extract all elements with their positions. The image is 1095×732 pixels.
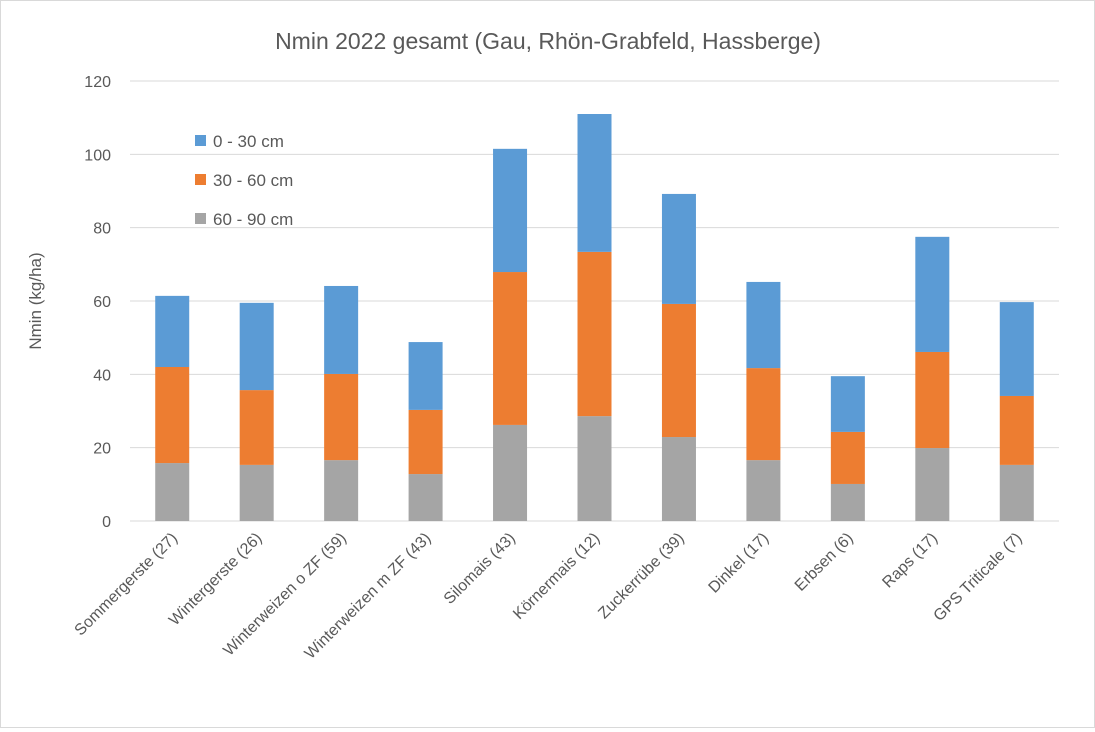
chart-title: Nmin 2022 gesamt (Gau, Rhön-Grabfeld, Ha…: [275, 28, 821, 54]
x-tick-label: Silomais (43): [441, 530, 519, 608]
bar-stack: [324, 285, 359, 521]
bar-segment-0-30cm: [324, 285, 359, 374]
bar-segment-30-60cm: [324, 373, 359, 461]
bar-segment-0-30cm: [155, 295, 190, 367]
bar-segment-30-60cm: [999, 395, 1034, 465]
bar-segment-60-90cm: [408, 474, 443, 521]
bar-segment-0-30cm: [830, 376, 865, 432]
bar-segment-60-90cm: [661, 437, 696, 521]
legend-label: 60 - 90 cm: [213, 210, 293, 229]
bar-segment-60-90cm: [155, 463, 190, 521]
x-tick-label: Wintergerste (26): [166, 530, 265, 629]
legend-swatch: [195, 135, 206, 146]
bar-stack: [915, 236, 950, 521]
legend-item: 60 - 90 cm: [195, 210, 293, 229]
bar-segment-30-60cm: [493, 272, 528, 425]
bar-stack: [661, 193, 696, 521]
bar-stack: [830, 376, 865, 521]
y-tick-label: 60: [93, 294, 111, 311]
bar-segment-60-90cm: [746, 460, 781, 521]
legend-item: 0 - 30 cm: [195, 132, 284, 151]
bar-segment-30-60cm: [746, 368, 781, 461]
bar-stack: [155, 295, 190, 521]
x-tick-label: Raps (17): [879, 530, 941, 592]
bar-segment-60-90cm: [493, 424, 528, 521]
y-tick-label: 0: [102, 514, 111, 531]
y-tick-label: 100: [84, 147, 111, 164]
x-tick-label: Zuckerrübe (39): [595, 530, 688, 623]
legend-swatch: [195, 174, 206, 185]
bar-segment-0-30cm: [746, 281, 781, 369]
bar-segment-60-90cm: [830, 483, 865, 521]
x-tick-label: Körnermais (12): [510, 530, 603, 623]
bar-segment-60-90cm: [999, 464, 1034, 521]
bar-stack: [408, 342, 443, 521]
bar-segment-0-30cm: [999, 302, 1034, 396]
x-tick-label: Sommergerste (27): [72, 530, 181, 639]
bar-segment-30-60cm: [239, 390, 274, 465]
legend-label: 30 - 60 cm: [213, 171, 293, 190]
bar-segment-30-60cm: [661, 303, 696, 438]
bar-segment-30-60cm: [408, 409, 443, 475]
bar-stack: [493, 148, 528, 521]
bar-segment-30-60cm: [915, 351, 950, 449]
bar-segment-0-30cm: [915, 236, 950, 352]
bar-segment-30-60cm: [577, 251, 612, 417]
bar-stack: [999, 302, 1034, 521]
y-tick-label: 40: [93, 367, 111, 384]
bar-segment-30-60cm: [830, 431, 865, 484]
bar-segment-60-90cm: [239, 464, 274, 521]
bar-segment-60-90cm: [324, 460, 359, 521]
bar-segment-60-90cm: [577, 416, 612, 521]
bar-segment-0-30cm: [661, 193, 696, 304]
bar-segment-60-90cm: [915, 448, 950, 521]
bar-segment-0-30cm: [493, 148, 528, 273]
bar-stack: [577, 114, 612, 521]
y-tick-label: 80: [93, 221, 111, 238]
x-tick-label: Erbsen (6): [792, 530, 857, 595]
legend-item: 30 - 60 cm: [195, 171, 293, 190]
bar-segment-30-60cm: [155, 367, 190, 464]
y-tick-label: 20: [93, 441, 111, 458]
y-tick-label: 120: [84, 74, 111, 91]
y-axis-label: Nmin (kg/ha): [26, 252, 45, 349]
x-tick-label: GPS Triticale (7): [931, 530, 1026, 625]
legend-label: 0 - 30 cm: [213, 132, 284, 151]
bar-stack: [239, 302, 274, 521]
legend-swatch: [195, 213, 206, 224]
bar-segment-0-30cm: [239, 302, 274, 391]
bar-stack: [746, 281, 781, 521]
x-tick-label: Dinkel (17): [706, 530, 773, 597]
bar-segment-0-30cm: [577, 114, 612, 252]
bar-segment-0-30cm: [408, 342, 443, 410]
